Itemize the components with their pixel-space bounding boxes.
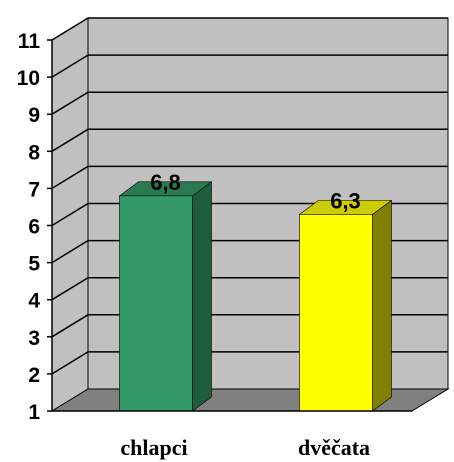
bar-front — [299, 214, 373, 412]
y-tick-label: 6 — [28, 216, 40, 239]
y-tick-label: 9 — [28, 104, 40, 127]
y-tick-label: 8 — [28, 141, 40, 164]
gridline — [51, 17, 448, 41]
y-tick-label: 7 — [28, 178, 40, 201]
gridline — [51, 54, 448, 78]
bar-side — [372, 199, 392, 412]
y-axis-ticks: 1 2 3 4 5 6 7 8 9 10 11 — [17, 30, 52, 424]
bar — [298, 199, 393, 412]
gridline — [51, 165, 448, 190]
y-tick-label: 1 — [28, 401, 40, 424]
data-labels: 6,8 6,3 — [150, 170, 361, 214]
y-tick-label: 3 — [28, 327, 40, 350]
y-tick-label: 11 — [18, 30, 41, 53]
data-label: 6,8 — [150, 170, 181, 195]
data-label: 6,3 — [330, 188, 361, 213]
y-tick-label: 2 — [28, 364, 40, 387]
y-tick-label: 10 — [17, 67, 40, 90]
gridline — [51, 128, 448, 152]
y-tick-label: 5 — [28, 253, 40, 276]
bar — [118, 181, 213, 412]
category-label: chlapci — [120, 435, 187, 460]
gridline — [51, 91, 448, 115]
y-tick-label: 4 — [28, 290, 40, 313]
x-axis-labels: chlapci dvěčata — [120, 435, 370, 460]
bar-front — [119, 195, 193, 412]
bar-side — [192, 181, 212, 412]
bars — [118, 181, 393, 412]
category-label: dvěčata — [298, 435, 370, 460]
